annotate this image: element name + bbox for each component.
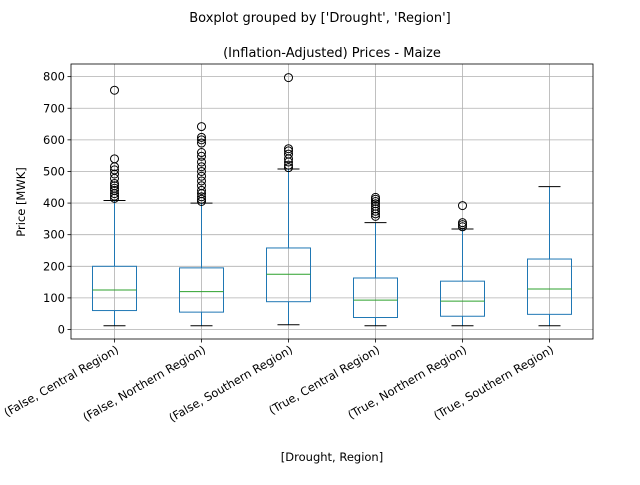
y-tick-label: 500 bbox=[43, 164, 65, 178]
outlier-point bbox=[371, 192, 380, 202]
outlier-point bbox=[197, 192, 206, 202]
outlier-point bbox=[458, 222, 467, 232]
outlier-point bbox=[284, 144, 293, 154]
outlier-point bbox=[197, 181, 206, 191]
chart-title: (Inflation-Adjusted) Prices - Maize bbox=[223, 46, 441, 61]
y-tick-label: 700 bbox=[43, 101, 65, 115]
iqr-box bbox=[266, 247, 311, 303]
plot-area-frame bbox=[70, 63, 594, 340]
outlier-point bbox=[197, 166, 206, 176]
chart-suptitle: Boxplot grouped by ['Drought', 'Region'] bbox=[189, 11, 451, 26]
boxes bbox=[92, 73, 572, 327]
outlier-point bbox=[110, 178, 119, 188]
y-tick-label: 0 bbox=[58, 323, 65, 337]
outlier-point bbox=[371, 199, 380, 209]
iqr-box bbox=[353, 277, 398, 319]
box-group bbox=[179, 122, 224, 327]
outlier-point bbox=[110, 154, 119, 164]
outlier-point bbox=[197, 151, 206, 161]
x-axis-label: [Drought, Region] bbox=[281, 450, 383, 464]
y-axis-ticks: 0 100 200 300 400 500 600 700 800 bbox=[43, 70, 71, 337]
outlier-point bbox=[110, 85, 119, 95]
outlier-point bbox=[110, 183, 119, 193]
iqr-box bbox=[179, 267, 224, 313]
outlier-point bbox=[110, 165, 119, 175]
outlier-point bbox=[371, 197, 380, 206]
box-group bbox=[353, 192, 398, 327]
outlier-point bbox=[197, 176, 206, 186]
y-tick-label: 600 bbox=[43, 133, 65, 147]
outlier-point bbox=[197, 157, 206, 167]
outlier-point bbox=[458, 218, 467, 228]
outlier-point bbox=[458, 201, 467, 211]
outlier-point bbox=[110, 173, 119, 183]
outlier-point bbox=[197, 185, 206, 195]
y-tick-label: 400 bbox=[43, 196, 65, 210]
outlier-point bbox=[197, 135, 206, 145]
outlier-point bbox=[197, 171, 206, 181]
outlier-point bbox=[197, 194, 206, 204]
outlier-point bbox=[197, 132, 206, 142]
outlier-point bbox=[110, 181, 119, 191]
box-group bbox=[266, 73, 311, 326]
outlier-point bbox=[371, 204, 380, 214]
outlier-point bbox=[371, 201, 380, 211]
box-group bbox=[527, 186, 572, 327]
outlier-point bbox=[110, 169, 119, 179]
y-tick-label: 800 bbox=[43, 70, 65, 84]
outlier-point bbox=[197, 138, 206, 148]
y-tick-label: 300 bbox=[43, 228, 65, 242]
outlier-point bbox=[284, 73, 293, 83]
outlier-point bbox=[110, 185, 119, 195]
iqr-box bbox=[92, 265, 137, 312]
outlier-point bbox=[284, 163, 293, 173]
outlier-point bbox=[284, 149, 293, 159]
iqr-box bbox=[527, 258, 572, 315]
iqr-box bbox=[440, 280, 485, 317]
outlier-point bbox=[197, 148, 206, 158]
outlier-point bbox=[197, 162, 206, 172]
box-group bbox=[440, 201, 485, 327]
box-group bbox=[92, 85, 137, 327]
outlier-point bbox=[284, 146, 293, 156]
outlier-point bbox=[197, 122, 206, 132]
y-tick-label: 100 bbox=[43, 291, 65, 305]
outlier-point bbox=[284, 160, 293, 170]
y-axis-label: Price [MWK] bbox=[14, 167, 28, 237]
y-tick-label: 200 bbox=[43, 259, 65, 273]
